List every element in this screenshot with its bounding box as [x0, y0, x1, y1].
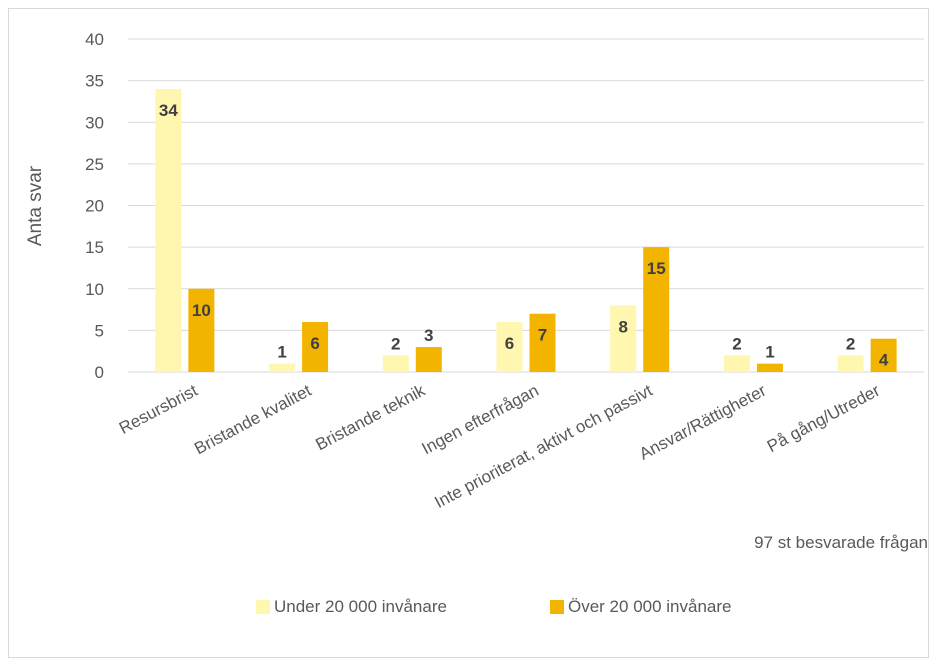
x-tick-label: Resursbrist: [116, 381, 201, 438]
bar-over-20000: [756, 363, 783, 372]
data-label: 6: [310, 334, 319, 353]
x-tick-label: På gång/Utreder: [764, 381, 883, 456]
legend-swatch: [550, 600, 564, 614]
data-label: 1: [765, 343, 774, 362]
y-tick-label: 35: [85, 72, 104, 91]
bar-under-20000: [610, 305, 637, 372]
data-label: 34: [159, 101, 178, 120]
y-tick-label: 15: [85, 238, 104, 257]
data-label: 1: [277, 343, 286, 362]
legend: Under 20 000 invånare Över 20 000 invånar…: [256, 597, 732, 616]
bar-over-20000: [302, 322, 329, 372]
x-tick-label: Bristande kvalitet: [191, 381, 314, 459]
legend-swatch: [256, 600, 270, 614]
data-label: 4: [879, 351, 889, 370]
bar-over-20000: [188, 288, 215, 372]
bar-under-20000: [269, 363, 296, 372]
data-label: 2: [846, 334, 855, 353]
bar-over-20000: [643, 247, 670, 372]
y-axis: 0 5 10 15 20 25 30 35 40: [85, 30, 104, 382]
bar-over-20000: [870, 338, 897, 372]
data-label: 7: [538, 326, 547, 345]
y-tick-label: 40: [85, 30, 104, 49]
bar-under-20000: [723, 355, 750, 372]
bar-under-20000: [155, 88, 182, 372]
y-tick-label: 10: [85, 280, 104, 299]
data-label: 8: [618, 317, 627, 336]
data-labels: 34 10 1 6 2 3 6 7 8 15 2 1 2 4: [159, 101, 889, 370]
data-label: 3: [424, 326, 433, 345]
bar-under-20000: [837, 355, 864, 372]
response-count-note: 97 st besvarade frågan: [754, 533, 928, 552]
x-tick-label: Inte prioriterat, aktivt och passivt: [431, 381, 655, 512]
x-tick-label: Bristande teknik: [312, 381, 428, 455]
y-tick-label: 0: [95, 363, 104, 382]
data-label: 15: [647, 259, 666, 278]
bar-under-20000: [382, 355, 409, 372]
bar-under-20000: [496, 322, 523, 372]
bars: [155, 88, 897, 372]
data-label: 6: [505, 334, 514, 353]
y-tick-label: 30: [85, 113, 104, 132]
chart-frame: [8, 8, 929, 658]
data-label: 2: [391, 334, 400, 353]
data-label: 2: [732, 334, 741, 353]
y-tick-label: 20: [85, 197, 104, 216]
bar-over-20000: [415, 347, 442, 372]
y-axis-title: Anta svar: [25, 165, 46, 246]
data-label: 10: [192, 301, 211, 320]
legend-label: Under 20 000 invånare: [274, 597, 447, 616]
bar-over-20000: [529, 313, 556, 372]
y-tick-label: 5: [95, 321, 104, 340]
legend-label: Över 20 000 invånare: [568, 597, 732, 616]
x-tick-label: Ansvar/Rättigheter: [636, 381, 770, 464]
y-tick-label: 25: [85, 155, 104, 174]
gridlines: [128, 38, 924, 373]
